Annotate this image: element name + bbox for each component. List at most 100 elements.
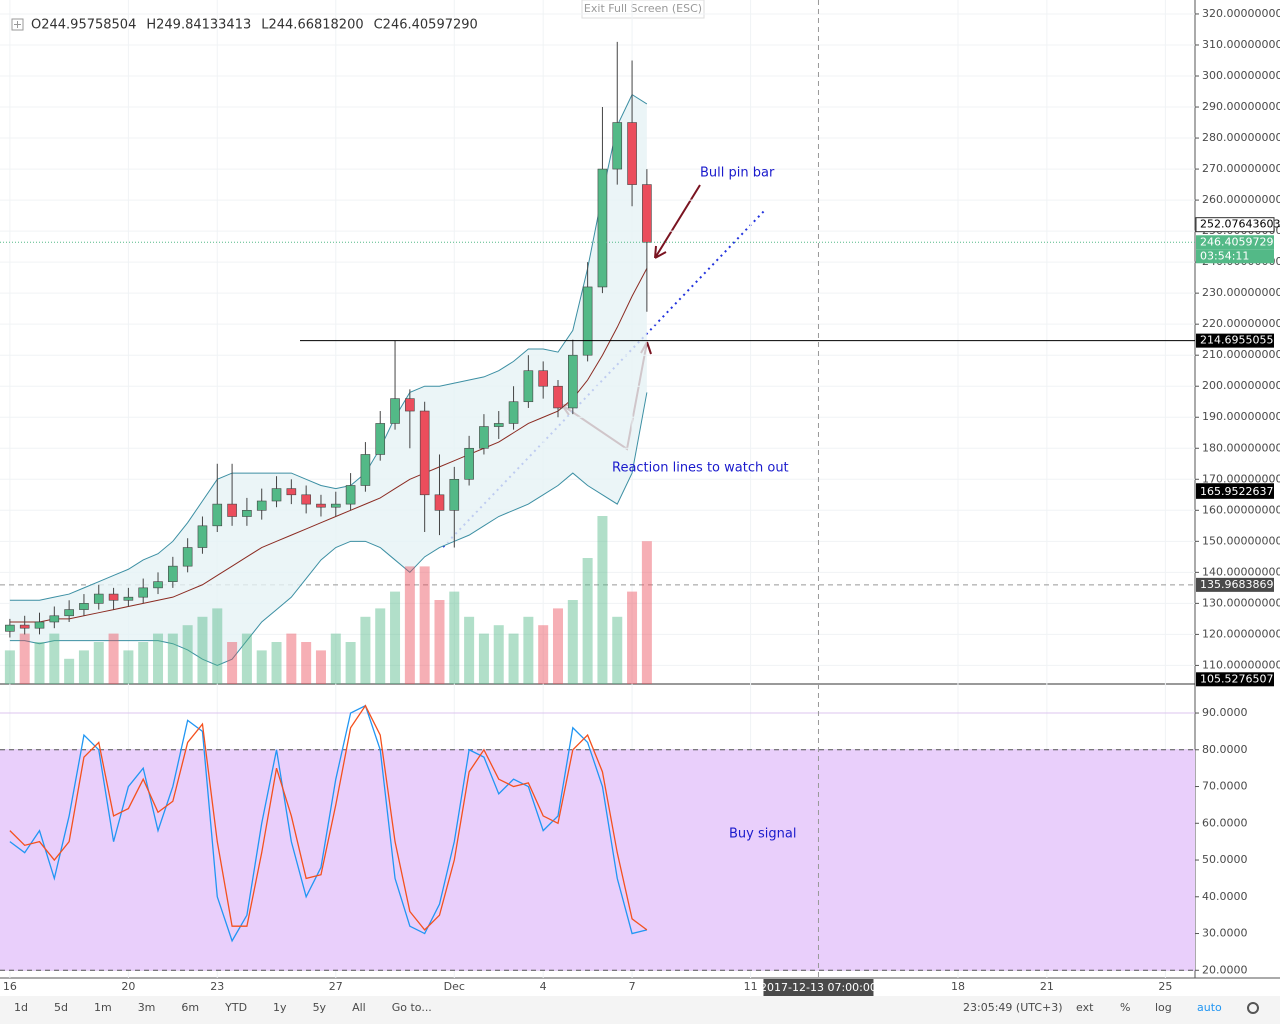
candle-body: [227, 503, 237, 517]
candle-body: [405, 398, 415, 412]
candle-body: [271, 488, 282, 502]
candle-body: [93, 593, 104, 604]
price-label-box: [1195, 217, 1275, 233]
price-label: 165.95226378: [1200, 485, 1280, 498]
stoch-tick-label: 20.0000: [1202, 963, 1248, 976]
range-button[interactable]: 1d: [14, 1001, 28, 1014]
range-button[interactable]: YTD: [224, 1001, 247, 1014]
range-button[interactable]: 3m: [138, 1001, 156, 1014]
x-tick-label: 21: [1040, 980, 1054, 993]
volume-bar: [330, 633, 341, 684]
candle-body: [64, 609, 74, 617]
toolbar-toggle[interactable]: %: [1120, 1001, 1130, 1014]
volume-bar: [123, 650, 134, 684]
range-button[interactable]: All: [352, 1001, 366, 1014]
candle-body: [419, 410, 430, 496]
range-button[interactable]: 1y: [273, 1001, 287, 1014]
price-tick-label: 270.00000000: [1202, 162, 1280, 175]
volume-bar: [19, 633, 30, 684]
volume-bar: [256, 650, 267, 684]
range-button[interactable]: Go to...: [392, 1001, 432, 1014]
x-tick-label: 18: [951, 980, 965, 993]
price-tick-label: 170.00000000: [1202, 472, 1280, 485]
candle-body: [375, 423, 386, 455]
stoch-line: [9, 704, 648, 931]
exit-label: Exit Full Screen (ESC): [584, 2, 702, 15]
price-tick-label: 160.00000000: [1202, 503, 1280, 516]
countdown: 03:54:11: [1200, 249, 1249, 262]
volume-bar: [627, 591, 638, 684]
toolbar-toggle[interactable]: ext: [1076, 1001, 1094, 1014]
ohlc-value: L244.66818200: [261, 18, 363, 33]
expand-icon[interactable]: [11, 18, 24, 31]
volume-bar: [138, 642, 149, 684]
toolbar-toggle[interactable]: log: [1155, 1001, 1172, 1014]
volume-bar: [641, 541, 652, 684]
stoch-tick-label: 70.0000: [1202, 780, 1248, 793]
volume-bar: [434, 600, 445, 684]
price-tick-label: 210.00000000: [1202, 348, 1280, 361]
range-button[interactable]: 5y: [313, 1001, 327, 1014]
stoch-band: [0, 749, 1195, 971]
candle-body: [538, 370, 548, 387]
volume-bar: [49, 633, 60, 684]
volume-bar: [538, 625, 549, 684]
stoch-line: [9, 704, 648, 943]
candle-body: [612, 122, 623, 170]
price-tick-label: 300.00000000: [1202, 69, 1280, 82]
candle-body: [627, 122, 637, 185]
settings-icon[interactable]: [1247, 1002, 1259, 1014]
volume-bar: [315, 650, 326, 684]
price-tick-label: 290.00000000: [1202, 100, 1280, 113]
candle-body: [286, 488, 297, 496]
volume-bar: [612, 616, 623, 684]
candle-body: [153, 581, 163, 589]
price-tick-label: 310.00000000: [1202, 38, 1280, 51]
volume-bar: [78, 650, 89, 684]
candle-body: [508, 401, 519, 424]
volume-bar: [167, 633, 178, 684]
range-button[interactable]: 6m: [181, 1001, 199, 1014]
bb-line: [9, 392, 648, 666]
volume-bar: [404, 566, 415, 684]
bb-fill: [9, 94, 647, 666]
stoch-tick-label: 50.0000: [1202, 853, 1248, 866]
arrow: [654, 184, 701, 259]
stoch-tick-label: 80.0000: [1202, 743, 1248, 756]
price-label-box: [1196, 235, 1274, 250]
x-tick-label: Dec: [444, 980, 465, 993]
price-tick-label: 230.00000000: [1202, 286, 1280, 299]
range-button[interactable]: 5d: [54, 1001, 68, 1014]
volume-bar: [197, 616, 208, 684]
candle-body: [568, 354, 578, 409]
volume-bar: [34, 642, 45, 684]
volume-bar: [153, 633, 164, 684]
volume-bar: [597, 516, 608, 684]
ohlc-value: H249.84133413: [146, 18, 251, 33]
range-button[interactable]: 1m: [94, 1001, 112, 1014]
volume-bar: [493, 625, 504, 684]
annotation: Bull pin bar: [700, 166, 775, 181]
toolbar-toggle[interactable]: auto: [1197, 1001, 1222, 1014]
volume-bar: [449, 591, 460, 684]
volume-bar: [212, 608, 223, 684]
volume-bar: [360, 616, 371, 684]
price-tick-label: 110.00000000: [1202, 658, 1280, 671]
volume-bar: [271, 642, 282, 684]
toolbar: [0, 996, 1280, 1024]
stoch-tick-label: 40.0000: [1202, 890, 1248, 903]
candle-body: [345, 485, 356, 505]
volume-bar: [478, 633, 489, 684]
price-label: 246.40597290: [1200, 235, 1280, 248]
volume-bar: [552, 608, 563, 684]
x-tick-label: 7: [629, 980, 636, 993]
volume-bar: [345, 642, 356, 684]
price-label-box: [1196, 577, 1274, 592]
ohlc-value: O244.95758504: [31, 18, 136, 33]
candle-body: [197, 525, 208, 548]
candle-body: [49, 615, 60, 623]
price-tick-label: 130.00000000: [1202, 596, 1280, 609]
candle-body: [360, 454, 371, 486]
candle-body: [301, 494, 311, 505]
